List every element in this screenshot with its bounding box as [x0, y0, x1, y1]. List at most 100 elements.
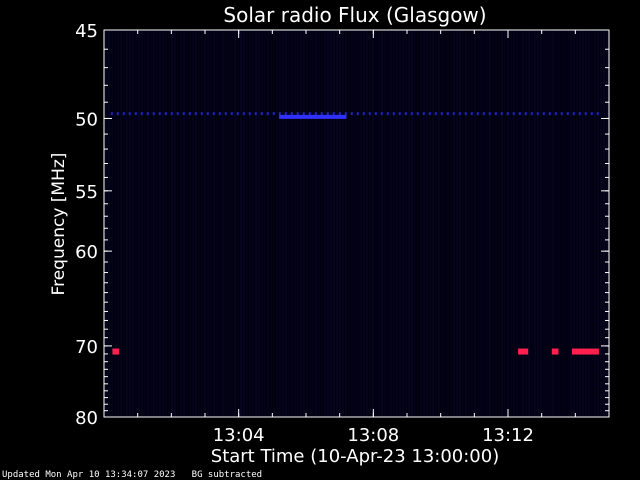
noise-streak [195, 31, 197, 416]
noise-streak [474, 31, 476, 416]
emission-band-segment [374, 112, 377, 116]
noise-streak [228, 31, 230, 416]
emission-band-segment [272, 112, 275, 116]
noise-streak [585, 31, 587, 416]
emission-band [279, 114, 347, 119]
noise-streak [135, 31, 137, 416]
emission-band-segment [350, 112, 353, 116]
noise-streak [549, 31, 551, 416]
noise-streak [513, 31, 515, 416]
noise-streak [309, 31, 311, 416]
noise-streak [294, 31, 296, 416]
y-tick-label: 60 [75, 242, 98, 263]
noise-streak [582, 31, 584, 416]
noise-streak [540, 31, 542, 416]
emission-band-segment [458, 112, 461, 116]
noise-streak [516, 31, 518, 416]
noise-streak [507, 31, 509, 416]
noise-streak [591, 31, 593, 416]
noise-streak [222, 31, 224, 416]
emission-band-segment [530, 112, 533, 116]
noise-streak [534, 31, 536, 416]
emission-band-segment [152, 112, 155, 116]
noise-streak [432, 31, 434, 416]
noise-streak [279, 31, 281, 416]
noise-streak [396, 31, 398, 416]
noise-streak [246, 31, 248, 416]
noise-streak [378, 31, 380, 416]
noise-streak [177, 31, 179, 416]
noise-streak [453, 31, 455, 416]
noise-streak [237, 31, 239, 416]
noise-streak [462, 31, 464, 416]
emission-band-segment [476, 112, 479, 116]
noise-streak [510, 31, 512, 416]
noise-streak [537, 31, 539, 416]
y-tick-label: 50 [75, 109, 98, 130]
emission-band-segment [506, 112, 509, 116]
noise-streak [498, 31, 500, 416]
noise-streak [270, 31, 272, 416]
noise-streak [144, 31, 146, 416]
noise-streak [213, 31, 215, 416]
noise-streak [363, 31, 365, 416]
noise-streak [543, 31, 545, 416]
noise-streak [438, 31, 440, 416]
noise-streak [477, 31, 479, 416]
noise-streak [345, 31, 347, 416]
noise-streak [141, 31, 143, 416]
noise-streak [186, 31, 188, 416]
emission-band-segment [218, 112, 221, 116]
emission-band-segment [470, 112, 473, 116]
noise-streak [495, 31, 497, 416]
y-axis-label: Frequency [MHz] [49, 153, 69, 296]
emission-band-segment [302, 112, 305, 116]
noise-streak [504, 31, 506, 416]
noise-streak [162, 31, 164, 416]
emission-band-segment [392, 112, 395, 116]
noise-streak [297, 31, 299, 416]
noise-streak [201, 31, 203, 416]
emission-band-segment [176, 112, 179, 116]
emission-band-segment [542, 112, 545, 116]
noise-streak [417, 31, 419, 416]
noise-streak [189, 31, 191, 416]
noise-streak [600, 31, 602, 416]
noise-streak [315, 31, 317, 416]
emission-band-segment [332, 112, 335, 116]
emission-band-segment [260, 112, 263, 116]
noise-streak [120, 31, 122, 416]
noise-streak [480, 31, 482, 416]
noise-streak [459, 31, 461, 416]
noise-streak [357, 31, 359, 416]
emission-band-segment [524, 112, 527, 116]
noise-streak [174, 31, 176, 416]
noise-streak [276, 31, 278, 416]
emission-band-segment [440, 112, 443, 116]
noise-streak [306, 31, 308, 416]
noise-streak [330, 31, 332, 416]
emission-band-segment [494, 112, 497, 116]
noise-streak [564, 31, 566, 416]
noise-streak [114, 31, 116, 416]
noise-streak [420, 31, 422, 416]
noise-streak [180, 31, 182, 416]
noise-streak [273, 31, 275, 416]
noise-streak [147, 31, 149, 416]
noise-streak [573, 31, 575, 416]
noise-streak [231, 31, 233, 416]
noise-streak [414, 31, 416, 416]
emission-band-segment [500, 112, 503, 116]
noise-streak [561, 31, 563, 416]
noise-streak [324, 31, 326, 416]
emission-band-segment [200, 112, 203, 116]
emission-band-segment [584, 112, 587, 116]
noise-streak [597, 31, 599, 416]
x-axis-label: Start Time (10-Apr-23 13:00:00) [211, 446, 499, 467]
emission-band-segment [326, 112, 329, 116]
emission-band-segment [434, 112, 437, 116]
noise-streak [369, 31, 371, 416]
noise-streak [528, 31, 530, 416]
noise-streak [249, 31, 251, 416]
